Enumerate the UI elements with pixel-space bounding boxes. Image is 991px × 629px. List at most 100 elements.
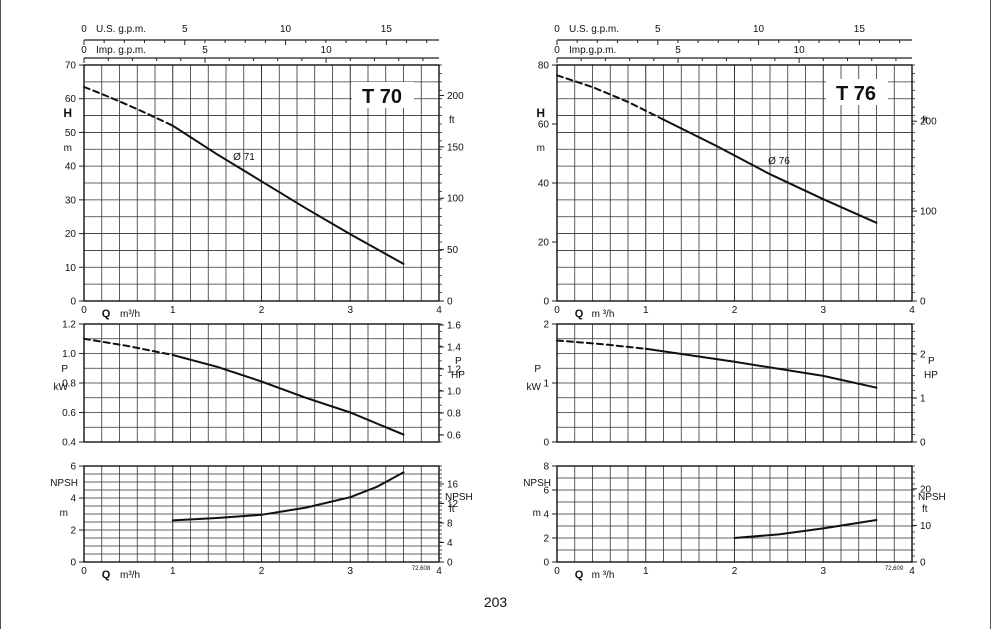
chart-1-power-right-unit: HP <box>924 370 938 381</box>
chart-1-npsh-right-tick-label: 20 <box>920 484 932 495</box>
chart-1-npsh-left-tick-label: 6 <box>543 486 549 497</box>
chart-1-power-right-tick-label: 2 <box>920 350 926 361</box>
chart-0-head-x-label-unit: m³/h <box>120 309 140 320</box>
chart-0-power-right-unit: HP <box>451 370 465 381</box>
chart-0-npsh-x-tick-label: 0 <box>81 566 87 577</box>
chart-0-npsh-x-tick-label: 1 <box>170 566 176 577</box>
chart-0-power-right-tick-label: 1.0 <box>447 387 461 398</box>
chart-1-us-gpm-label: U.S. g.p.m. <box>569 24 619 35</box>
chart-0-power-left-tick-label: 0.6 <box>62 408 76 419</box>
chart-1-head-left-tick-label: 0 <box>543 297 549 308</box>
chart-0-power-curve-solid <box>171 354 405 436</box>
chart-0-us-gpm-tick-label: 10 <box>280 24 292 35</box>
chart-1-npsh-right-unit: ft <box>922 504 928 515</box>
chart-0-npsh-left-tick-label: 2 <box>70 526 76 537</box>
chart-1-head-yunit: m <box>537 143 545 154</box>
chart-1-us-gpm-tick-label: 10 <box>753 24 765 35</box>
chart-0-power-right-tick-label: 1.2 <box>447 365 461 376</box>
chart-0-npsh-right-tick-label: 4 <box>447 538 453 549</box>
chart-1-head-x-tick-label: 2 <box>732 305 738 316</box>
chart-0-head-right-tick-label: 0 <box>447 297 453 308</box>
chart-0-npsh-x-label-q: Q <box>102 569 111 581</box>
chart-0-imp-gpm-tick-label: 5 <box>202 45 208 56</box>
chart-1-head-right-tick-label: 0 <box>920 297 926 308</box>
chart-0-npsh-x-tick-label: 2 <box>259 566 265 577</box>
chart-1-head-right-tick-label: 200 <box>920 117 937 128</box>
chart-1-impeller-label: Ø 76 <box>768 156 790 167</box>
chart-1-power-left-tick-label: 0 <box>543 438 549 449</box>
chart-0-head-model-bg <box>352 82 414 108</box>
chart-0-npsh-right-tick-label: 16 <box>447 479 459 490</box>
chart-0-power-yunit: kW <box>54 382 69 393</box>
chart-1-head-x-label-q: Q <box>575 308 584 320</box>
chart-0-npsh-x-tick-label: 3 <box>347 566 353 577</box>
chart-0-us-gpm-tick-label: 0 <box>81 24 87 35</box>
chart-1-power-curve-solid <box>644 347 878 389</box>
chart-0-npsh-left-tick-label: 4 <box>70 494 76 505</box>
chart-1-head-x-label-unit: m ³/h <box>592 309 615 320</box>
chart-1-head-x-tick-label: 4 <box>909 305 915 316</box>
chart-1-npsh-right-tick-label: 0 <box>920 558 926 569</box>
chart-0-power-right-tick-label: 1.4 <box>447 343 461 354</box>
chart-0-head-right-tick-label: 150 <box>447 142 464 153</box>
chart-0-npsh-right-tick-label: 12 <box>447 499 459 510</box>
chart-0-power-left-tick-label: 0.8 <box>62 379 76 390</box>
chart-1-power-right-label: P <box>928 356 935 367</box>
chart-1-code: 72.609 <box>885 566 904 572</box>
chart-1-npsh-yunit: m <box>533 508 541 519</box>
chart-0-npsh-left-tick-label: 6 <box>70 462 76 473</box>
chart-0-npsh-right-unit: ft <box>449 504 455 515</box>
chart-0-power-left-tick-label: 0.4 <box>62 438 76 449</box>
chart-0-npsh-panel <box>83 465 440 563</box>
chart-0-head-x-tick-label: 1 <box>170 305 176 316</box>
chart-0-us-gpm-tick-label: 15 <box>381 24 393 35</box>
chart-1-npsh-x-tick-label: 1 <box>643 566 649 577</box>
chart-1-power-right-tick-label: 1 <box>920 394 926 405</box>
chart-0-imp-gpm-label: Imp. g.p.m. <box>96 45 146 56</box>
chart-0-head-left-tick-label: 30 <box>65 195 77 206</box>
chart-0-model-label: T 70 <box>362 86 402 108</box>
chart-1-npsh-right-label: NPSH <box>918 492 946 503</box>
chart-1-power-left-tick-label: 2 <box>543 320 549 331</box>
chart-1-us-gpm-tick-label: 0 <box>554 24 560 35</box>
chart-0-head-right-tick-label: 50 <box>447 245 459 256</box>
chart-0-npsh-yunit: m <box>60 508 68 519</box>
chart-0-code: 72.608 <box>412 566 431 572</box>
chart-0-imp-gpm-tick-label: 10 <box>321 45 333 56</box>
chart-1-npsh-panel <box>556 465 913 563</box>
chart-1-power-curve-dashed <box>556 339 647 350</box>
chart-0-npsh-right-tick-label: 8 <box>447 518 453 529</box>
chart-0-head-left-tick-label: 40 <box>65 162 77 173</box>
page-number: 203 <box>483 594 508 610</box>
chart-1-imp-gpm-tick-label: 10 <box>794 45 806 56</box>
chart-0-head-ylabel: H <box>63 106 72 120</box>
chart-0-us-gpm-tick-label: 5 <box>182 24 188 35</box>
chart-0-power-right-tick-label: 0.8 <box>447 409 461 420</box>
chart-1-head-right-unit: ft <box>922 115 928 126</box>
chart-0-npsh-left-tick-label: 0 <box>70 558 76 569</box>
chart-0-power-left-tick-label: 1.0 <box>62 349 76 360</box>
chart-1-power-left-tick-label: 1 <box>543 379 549 390</box>
chart-0-power-curve-dashed <box>83 337 174 356</box>
chart-1-npsh-x-label-q: Q <box>575 569 584 581</box>
chart-0-power-right-tick-label: 1.6 <box>447 321 461 332</box>
chart-1-head-x-tick-label: 1 <box>643 305 649 316</box>
chart-1-us-gpm-tick-label: 5 <box>655 24 661 35</box>
chart-1-power-ylabel: P <box>534 364 541 375</box>
chart-1-head-right-tick-label: 100 <box>920 207 937 218</box>
chart-1-head-curve-dashed <box>556 74 665 121</box>
chart-0-npsh-x-label-unit: m³/h <box>120 570 140 581</box>
chart-1-model-label: T 76 <box>836 83 876 105</box>
chart-1-us-gpm-tick-label: 15 <box>854 24 866 35</box>
chart-1-npsh-x-label-unit: m ³/h <box>592 570 615 581</box>
chart-0-head-x-tick-label: 0 <box>81 305 87 316</box>
chart-0-impeller-label: Ø 71 <box>233 152 255 163</box>
chart-0-power-ylabel: P <box>61 364 68 375</box>
chart-1-power-right-tick-label: 0 <box>920 438 926 449</box>
chart-0-head-x-tick-label: 4 <box>436 305 442 316</box>
chart-1-head-left-tick-label: 20 <box>538 238 550 249</box>
chart-0-head-x-tick-label: 2 <box>259 305 265 316</box>
chart-1-npsh-x-tick-label: 2 <box>732 566 738 577</box>
chart-0-npsh-right-tick-label: 0 <box>447 558 453 569</box>
